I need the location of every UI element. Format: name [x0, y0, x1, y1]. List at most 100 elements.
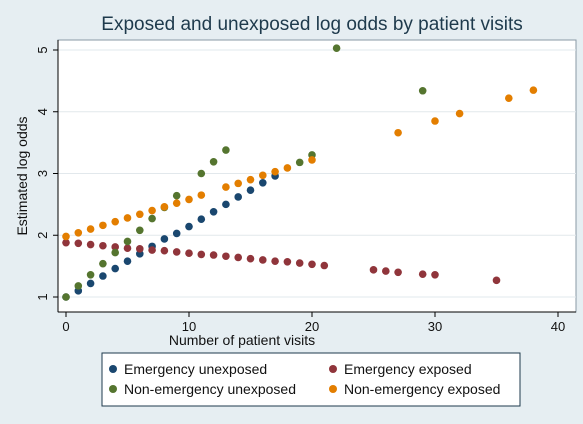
data-point [308, 260, 316, 269]
data-point [111, 248, 119, 257]
data-point [382, 267, 390, 275]
data-point [259, 178, 267, 187]
data-point [136, 226, 144, 235]
legend-marker [329, 365, 337, 373]
data-point [246, 186, 255, 194]
legend-marker [109, 385, 117, 393]
data-point [148, 246, 156, 254]
data-point [308, 156, 316, 164]
data-point [197, 250, 206, 259]
chart-title: Exposed and unexposed log odds by patien… [101, 14, 522, 35]
data-point [394, 268, 402, 277]
y-axis-label: Estimated log odds [14, 116, 30, 235]
data-point [295, 259, 304, 267]
data-point [431, 270, 439, 279]
data-point [172, 199, 181, 207]
axes [57, 40, 576, 313]
data-point [197, 215, 206, 223]
data-point [136, 210, 144, 219]
data-point [234, 193, 242, 201]
data-point [234, 179, 242, 188]
data-point [259, 256, 267, 264]
data-point [123, 244, 132, 253]
legend-marker [109, 365, 117, 373]
data-point [283, 258, 292, 266]
data-point [259, 171, 267, 180]
data-point [222, 252, 230, 261]
data-point [99, 221, 107, 230]
data-point [99, 272, 107, 280]
data-point [123, 237, 132, 246]
x-tick-label: 0 [62, 319, 69, 334]
data-point [529, 86, 538, 94]
y-ticks: 1 2 3 4 5 [35, 46, 58, 301]
x-tick-label: 10 [182, 319, 196, 334]
data-point [185, 222, 193, 231]
data-point [271, 257, 279, 265]
legend: Emergency unexposed Emergency exposed Non-… [109, 361, 500, 397]
legend-label: Emergency exposed [344, 361, 472, 377]
data-point [222, 183, 230, 191]
data-point [283, 164, 292, 172]
data-point [209, 157, 218, 166]
x-tick-label: 20 [305, 319, 319, 334]
data-point [222, 200, 230, 209]
plot-area [57, 39, 577, 313]
x-ticks: 0 10 20 30 40 [62, 312, 565, 334]
data-point [86, 240, 95, 249]
data-point [246, 175, 255, 184]
data-point [332, 44, 341, 52]
x-tick-label: 40 [551, 319, 565, 334]
data-point [234, 253, 242, 262]
data-point [160, 235, 169, 243]
data-point [123, 214, 132, 222]
data-point [197, 169, 206, 178]
data-point [86, 270, 95, 279]
data-point [172, 191, 181, 200]
data-point [123, 257, 132, 265]
data-point [172, 248, 181, 256]
data-point [185, 195, 193, 204]
data-point [111, 264, 119, 273]
data-point [160, 203, 169, 211]
legend-label: Non-emergency exposed [344, 381, 500, 397]
data-point [111, 217, 119, 226]
y-tick-label: 1 [35, 293, 50, 300]
data-point [136, 245, 144, 253]
data-point [86, 225, 95, 233]
x-axis-label: Number of patient visits [169, 332, 315, 348]
data-point [99, 241, 107, 250]
data-point [99, 259, 107, 268]
data-point [394, 128, 402, 137]
data-points [62, 44, 538, 301]
data-point [74, 239, 83, 248]
data-point [295, 158, 304, 167]
data-point [62, 232, 70, 241]
data-point [209, 251, 218, 259]
data-point [62, 238, 70, 247]
y-tick-label: 3 [35, 170, 50, 177]
data-point [320, 261, 329, 270]
legend-label: Emergency unexposed [124, 361, 267, 377]
data-point [185, 249, 193, 257]
data-point [492, 276, 501, 285]
data-point [148, 206, 156, 215]
x-tick-label: 30 [428, 319, 442, 334]
data-point [418, 86, 427, 95]
series-2 [62, 238, 501, 285]
legend-marker [329, 385, 337, 393]
data-point [222, 146, 230, 154]
data-point [111, 243, 119, 251]
data-point [62, 293, 70, 301]
data-point [369, 266, 378, 274]
data-point [197, 191, 206, 199]
data-point [455, 109, 464, 118]
series-4 [62, 86, 538, 241]
data-point [148, 214, 156, 223]
y-tick-label: 5 [35, 46, 50, 53]
legend-label: Non-emergency unexposed [124, 381, 296, 397]
y-tick-label: 4 [35, 108, 50, 115]
data-point [86, 279, 95, 288]
data-point [74, 282, 83, 290]
